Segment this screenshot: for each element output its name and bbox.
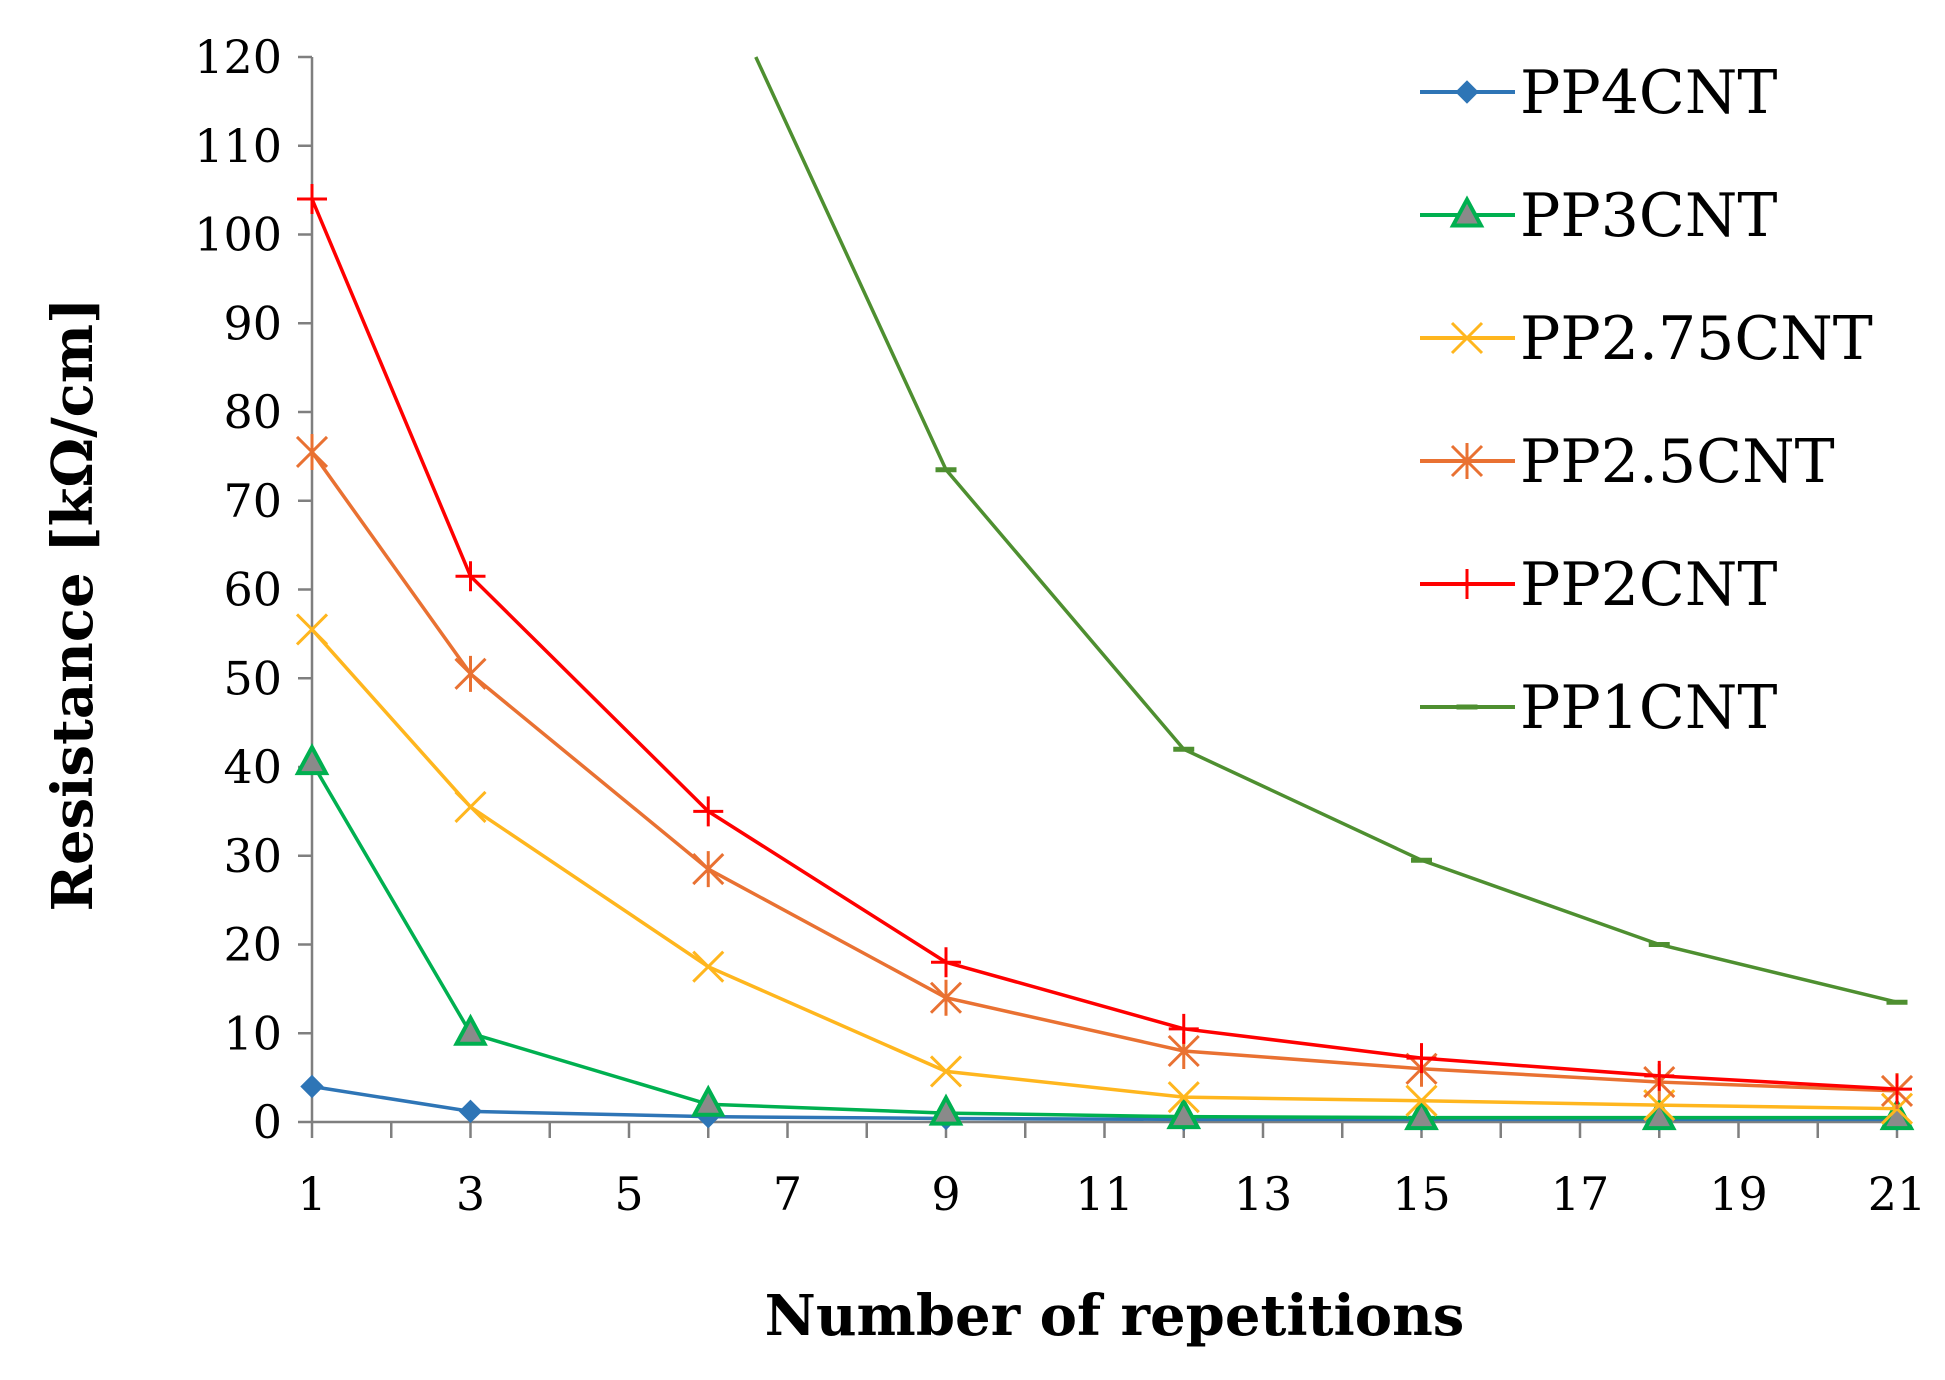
data-point-pp2-5cnt [692, 851, 725, 888]
legend-label: PP2CNT [1520, 550, 1777, 620]
data-point-pp3cnt [1404, 1097, 1439, 1131]
legend-label: PP2.5CNT [1520, 427, 1835, 497]
legend: PP4CNT PP3CNT PP2.75CNT PP2.5CNT PP2CNT PP1CN… [1420, 58, 1873, 743]
legend-label: PP2.75CNT [1520, 304, 1873, 374]
series-pp1cnt [754, 56, 1908, 1005]
y-tick-label: 30 [223, 829, 282, 883]
x-tick-label: 7 [773, 1167, 802, 1221]
x-tick-label: 17 [1551, 1167, 1610, 1221]
data-point-pp2-75cnt [929, 1055, 963, 1088]
data-point-pp2-75cnt [1167, 1081, 1200, 1114]
legend-marker [1449, 195, 1485, 228]
data-point-pp2cnt [1882, 1074, 1912, 1105]
series-line-pp2-75cnt [310, 628, 1898, 1111]
y-tick-label: 100 [194, 208, 282, 262]
data-point-pp2-75cnt [1643, 1089, 1676, 1122]
x-axis-title: Number of repetitions [765, 1283, 1465, 1349]
y-tick-label: 0 [253, 1095, 282, 1149]
x-tick-label: 3 [456, 1167, 485, 1221]
series-line-pp2cnt [310, 198, 1898, 1091]
series-line-pp1cnt [754, 56, 1898, 1004]
y-tick-label: 10 [223, 1006, 282, 1060]
legend-marker [1450, 321, 1484, 355]
y-tick-label: 90 [223, 296, 282, 350]
x-tick-label: 5 [614, 1167, 643, 1221]
y-tick-label: 120 [194, 30, 282, 84]
data-point-pp2cnt [1644, 1060, 1675, 1091]
data-point-pp3cnt [928, 1093, 964, 1126]
data-point-pp2cnt [455, 561, 486, 592]
data-point-pp4cnt [300, 1074, 324, 1099]
y-tick-label: 60 [223, 563, 282, 617]
y-tick-label: 50 [223, 651, 282, 705]
data-point-pp2cnt [931, 947, 961, 978]
data-point-pp2-5cnt [454, 655, 487, 692]
series-pp2cnt [297, 184, 1912, 1105]
data-point-pp3cnt [294, 742, 330, 776]
data-point-pp2-5cnt [295, 433, 329, 470]
legend-marker [1455, 80, 1479, 104]
data-point-pp2-75cnt [454, 790, 487, 823]
y-tick-label: 40 [223, 740, 282, 794]
data-point-pp2cnt [1406, 1043, 1437, 1074]
data-point-pp2cnt [1168, 1013, 1199, 1044]
legend-marker [1450, 443, 1484, 479]
x-tick-label: 15 [1392, 1167, 1451, 1221]
x-tick-label: 9 [931, 1167, 960, 1221]
data-point-pp3cnt [690, 1084, 726, 1117]
legend-item-pp4cnt: PP4CNT [1420, 58, 1777, 128]
series-pp3cnt [294, 742, 1915, 1131]
y-tick-label: 70 [223, 474, 282, 528]
data-point-pp2cnt [297, 184, 327, 214]
data-point-pp4cnt [458, 1099, 483, 1124]
data-point-pp3cnt [1166, 1097, 1202, 1130]
legend-item-pp2cnt: PP2CNT [1420, 550, 1777, 620]
data-point-pp3cnt [1641, 1097, 1677, 1131]
x-tick-label: 21 [1868, 1167, 1927, 1221]
legend-label: PP3CNT [1520, 181, 1777, 251]
y-tick-label: 110 [194, 119, 282, 173]
data-point-pp2-5cnt [929, 979, 963, 1016]
data-point-pp2-75cnt [295, 613, 329, 646]
legend-label: PP1CNT [1520, 673, 1777, 743]
x-tick-label: 1 [297, 1167, 326, 1221]
y-tick-label: 20 [223, 918, 282, 972]
x-tick-label: 11 [1075, 1167, 1134, 1221]
y-axis-title: Resistance [kΩ/cm] [40, 297, 106, 911]
legend-item-pp3cnt: PP3CNT [1420, 181, 1777, 251]
legend-item-pp1cnt: PP1CNT [1420, 673, 1777, 743]
data-point-pp3cnt [453, 1013, 488, 1046]
legend-label: PP4CNT [1520, 58, 1777, 128]
legend-item-pp2-75cnt: PP2.75CNT [1420, 304, 1873, 374]
data-point-pp2cnt [693, 796, 724, 827]
data-point-pp2-75cnt [692, 950, 725, 983]
y-tick-label: 80 [223, 385, 282, 439]
series-line-pp3cnt [310, 761, 1897, 1120]
x-tick-label: 13 [1234, 1167, 1293, 1221]
series-line-pp4cnt [311, 1084, 1897, 1122]
legend-item-pp2-5cnt: PP2.5CNT [1420, 427, 1835, 497]
series-line-pp2-5cnt [310, 450, 1898, 1093]
x-tick-label: 19 [1709, 1167, 1768, 1221]
legend-marker [1452, 569, 1482, 599]
data-point-pp2-75cnt [1405, 1084, 1438, 1117]
